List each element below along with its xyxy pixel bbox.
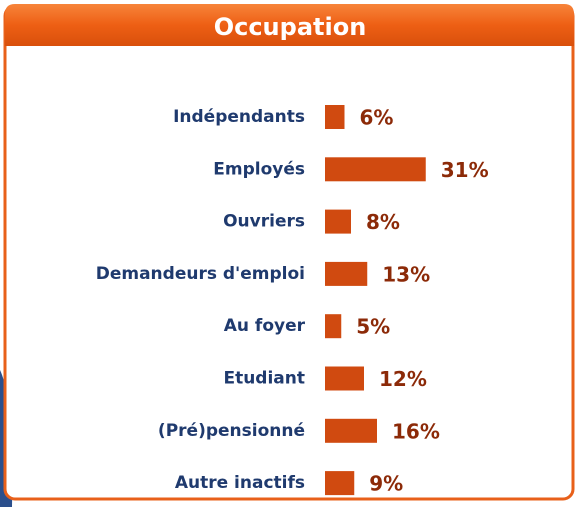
category-label: (Pré)pensionné (158, 421, 305, 441)
value-label: 5% (356, 315, 390, 339)
value-label: 8% (366, 210, 400, 234)
value-label: 9% (369, 472, 403, 496)
category-label: Ouvriers (223, 212, 305, 232)
category-label: Au foyer (224, 316, 306, 336)
category-label: Indépendants (173, 107, 305, 127)
bar (325, 418, 377, 443)
bar (325, 314, 342, 339)
value-label: 12% (379, 367, 427, 391)
value-label: 31% (441, 158, 489, 182)
bar (325, 366, 364, 391)
bar (325, 261, 368, 286)
chart-title: Occupation (214, 13, 367, 41)
value-label: 16% (392, 419, 440, 443)
category-label: Demandeurs d'emploi (96, 264, 305, 284)
bar (325, 105, 345, 129)
category-label: Employés (213, 159, 305, 179)
value-label: 6% (360, 106, 394, 130)
panel-header (5, 4, 574, 46)
category-label: Autre inactifs (175, 473, 305, 493)
bar (325, 471, 355, 496)
bar (325, 157, 426, 182)
value-label: 13% (382, 262, 430, 286)
bar (325, 209, 351, 234)
category-label: Etudiant (223, 369, 305, 389)
